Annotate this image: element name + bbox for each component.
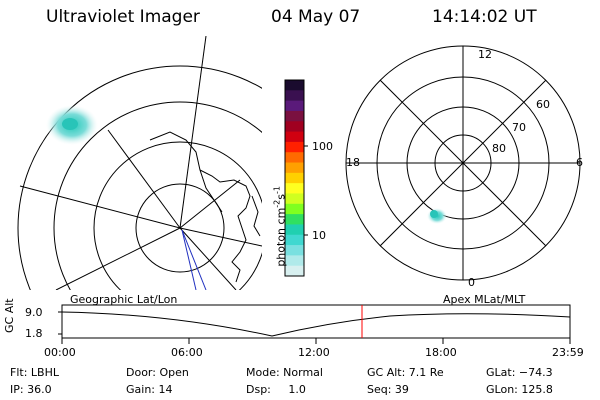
xtick-0600: 06:00 <box>171 346 203 359</box>
altitude-timeline <box>58 304 571 344</box>
colorbar-segment <box>285 162 304 174</box>
colorbar-segment <box>285 234 304 246</box>
colorbar-segment <box>285 110 304 122</box>
colorbar-segment <box>285 245 304 256</box>
colorbar-segment <box>285 80 304 91</box>
apex-label: Apex MLat/MLT <box>443 293 526 306</box>
info-door: Door: Open <box>126 366 189 379</box>
colorbar-segment <box>285 131 304 143</box>
ytick-top: 9.0 <box>25 306 43 319</box>
info-gain: Gain: 14 <box>126 383 173 396</box>
colorbar-segment <box>285 224 304 236</box>
colorbar-segment <box>285 203 304 215</box>
colorbar-unit-label: photon cm-2s-1 <box>272 186 288 267</box>
colorbar-segment <box>285 255 304 267</box>
info-dsp: Dsp: 1.0 <box>246 383 306 396</box>
ytick-bottom: 1.8 <box>25 327 43 340</box>
colorbar <box>284 79 308 277</box>
info-ip: IP: 36.0 <box>10 383 52 396</box>
mlt-label-12: 12 <box>478 48 492 61</box>
lat-label-60: 60 <box>536 98 550 111</box>
colorbar-segment <box>285 214 304 225</box>
mlt-label-6: 6 <box>576 156 583 169</box>
colorbar-segment <box>285 183 304 194</box>
polar-mlt-plot <box>345 45 581 281</box>
info-gc-alt: GC Alt: 7.1 Re <box>367 366 444 379</box>
mlt-label-18: 18 <box>346 156 360 169</box>
info-glat: GLat: −74.3 <box>486 366 553 379</box>
colorbar-segment <box>285 193 304 205</box>
geographic-map <box>17 36 262 290</box>
colorbar-segment <box>285 172 304 184</box>
mlt-label-0: 0 <box>468 276 475 289</box>
xtick-1800: 18:00 <box>425 346 457 359</box>
info-glon: GLon: 125.8 <box>486 383 553 396</box>
info-mode: Mode: Normal <box>246 366 323 379</box>
gc-alt-axis-label: GC Alt <box>3 298 16 333</box>
colorbar-segment <box>285 100 304 112</box>
instrument-title: Ultraviolet Imager <box>46 7 200 27</box>
xtick-1200: 12:00 <box>298 346 330 359</box>
colorbar-segment <box>285 152 304 164</box>
xtick-2359: 23:59 <box>552 346 584 359</box>
observation-date: 04 May 07 <box>271 7 361 27</box>
observation-time: 14:14:02 UT <box>432 7 537 27</box>
colorbar-segment <box>285 141 304 153</box>
info-flt: Flt: LBHL <box>10 366 59 379</box>
colorbar-segment <box>285 121 304 133</box>
info-seq: Seq: 39 <box>367 383 409 396</box>
geographic-label: Geographic Lat/Lon <box>70 293 178 306</box>
colorbar-tick-10: 10 <box>312 229 326 242</box>
colorbar-tick-100: 100 <box>312 140 333 153</box>
xtick-0000: 00:00 <box>44 346 76 359</box>
lat-label-70: 70 <box>512 121 526 134</box>
colorbar-segment <box>285 265 304 277</box>
colorbar-segment <box>285 90 304 102</box>
lat-label-80: 80 <box>492 142 506 155</box>
